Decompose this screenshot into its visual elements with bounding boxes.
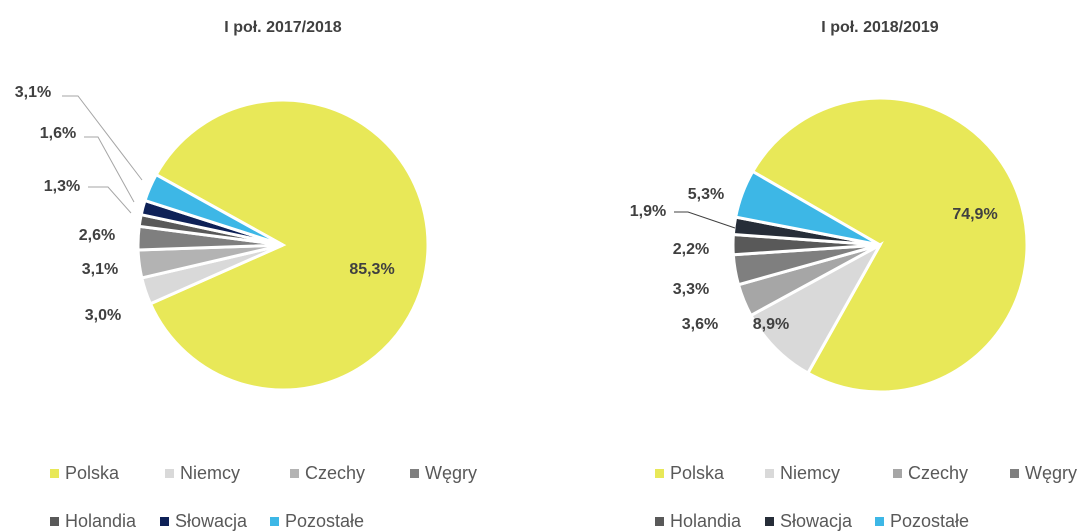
chart-title: I poł. 2017/2018: [224, 19, 342, 36]
legend-swatch: [270, 517, 279, 526]
pie-slice: [143, 172, 284, 247]
pie-slice: [148, 98, 430, 392]
leader-line: [88, 186, 132, 214]
legend-swatch: [50, 469, 59, 478]
legend-swatch: [160, 517, 169, 526]
legend-label: Czechy: [908, 463, 968, 483]
data-label: 74,9%: [952, 206, 997, 223]
legend-label: Węgry: [425, 463, 477, 483]
pie-slice: [750, 96, 1029, 394]
data-label: 1,6%: [40, 125, 76, 142]
legend-label: Pozostałe: [890, 511, 969, 531]
legend-label: Niemcy: [780, 463, 840, 483]
data-label: 3,6%: [682, 316, 718, 333]
pie-slice: [733, 169, 881, 247]
data-label: 3,0%: [85, 307, 121, 324]
data-label: 8,9%: [753, 316, 789, 333]
data-label: 3,1%: [82, 261, 118, 278]
legend-label: Czechy: [305, 463, 365, 483]
legend-label: Niemcy: [180, 463, 240, 483]
legend-label: Słowacja: [175, 511, 248, 531]
legend-swatch: [290, 469, 299, 478]
legend-swatch: [50, 517, 59, 526]
legend-swatch: [655, 469, 664, 478]
leader-line: [84, 136, 135, 203]
legend-swatch: [765, 469, 774, 478]
data-label: 1,3%: [44, 178, 80, 195]
leader-line: [62, 95, 143, 181]
legend-label: Holandia: [65, 511, 137, 531]
legend-swatch: [1010, 469, 1019, 478]
data-label: 85,3%: [349, 261, 394, 278]
data-label: 5,3%: [688, 186, 724, 203]
legend-label: Słowacja: [780, 511, 853, 531]
legend-label: Holandia: [670, 511, 742, 531]
data-label: 2,6%: [79, 227, 115, 244]
legend-label: Polska: [670, 463, 725, 483]
legend-swatch: [655, 517, 664, 526]
data-label: 3,3%: [673, 281, 709, 298]
chart-title: I poł. 2018/2019: [821, 19, 939, 36]
legend-swatch: [410, 469, 419, 478]
leader-line: [674, 211, 736, 229]
data-label: 3,1%: [15, 84, 51, 101]
legend-swatch: [893, 469, 902, 478]
legend-label: Polska: [65, 463, 120, 483]
legend-label: Węgry: [1025, 463, 1077, 483]
legend-swatch: [765, 517, 774, 526]
pie-slice: [748, 241, 884, 376]
legend-swatch: [165, 469, 174, 478]
legend-swatch: [875, 517, 884, 526]
legend-label: Pozostałe: [285, 511, 364, 531]
data-label: 2,2%: [673, 241, 709, 258]
data-label: 1,9%: [630, 203, 666, 220]
